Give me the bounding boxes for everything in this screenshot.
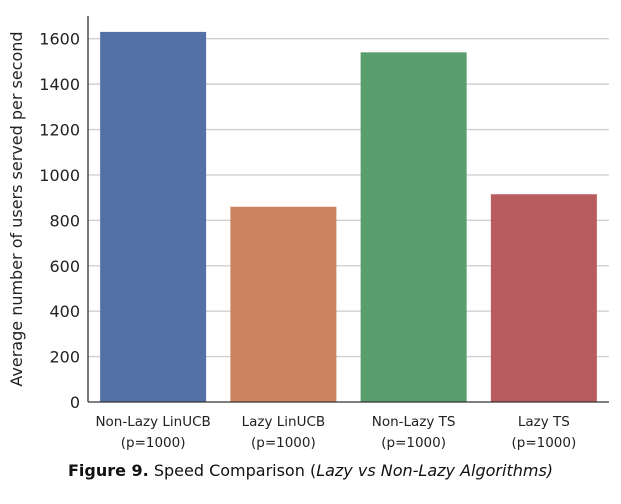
y-tick-label: 400 (49, 302, 80, 321)
y-tick-label: 1000 (39, 166, 80, 185)
bars (100, 31, 597, 403)
y-axis-label: Average number of users served per secon… (7, 31, 26, 386)
caption-text: Speed Comparison ( (148, 461, 317, 480)
figure-caption: Figure 9. Speed Comparison (Lazy vs Non-… (0, 461, 621, 480)
x-tick-label: Non-Lazy TS (372, 414, 456, 430)
y-tick-label: 1200 (39, 121, 80, 140)
y-tick-label: 1600 (39, 30, 80, 49)
y-tick-labels: 0 200 400 600 800 1000 1200 1400 1600 (39, 30, 80, 412)
x-tick-label: (p=1000) (251, 435, 316, 451)
y-tick-label: 800 (49, 211, 80, 230)
caption-italic: Lazy vs Non-Lazy Algorithms) (316, 461, 554, 480)
y-tick-label: 0 (70, 393, 80, 412)
x-tick-label: (p=1000) (511, 435, 576, 451)
x-tick-label: (p=1000) (381, 435, 446, 451)
caption-label: Figure 9. (67, 461, 149, 480)
x-tick-label: Non-Lazy LinUCB (95, 414, 210, 430)
y-tick-label: 200 (49, 348, 80, 367)
x-tick-label: Lazy TS (518, 414, 570, 430)
x-tick-labels: Non-Lazy LinUCB (p=1000) Lazy LinUCB (p=100… (95, 414, 576, 451)
y-tick-label: 1400 (39, 75, 80, 94)
x-tick-label: (p=1000) (121, 435, 186, 451)
bar (490, 194, 597, 402)
bar (100, 31, 207, 403)
axes (87, 16, 609, 403)
bar-chart: 0 200 400 600 800 1000 1200 1400 1600 Non-Lazy L… (7, 16, 609, 451)
bar (230, 206, 337, 402)
x-tick-label: Lazy LinUCB (242, 414, 326, 430)
y-tick-label: 600 (49, 257, 80, 276)
bar (360, 52, 467, 403)
